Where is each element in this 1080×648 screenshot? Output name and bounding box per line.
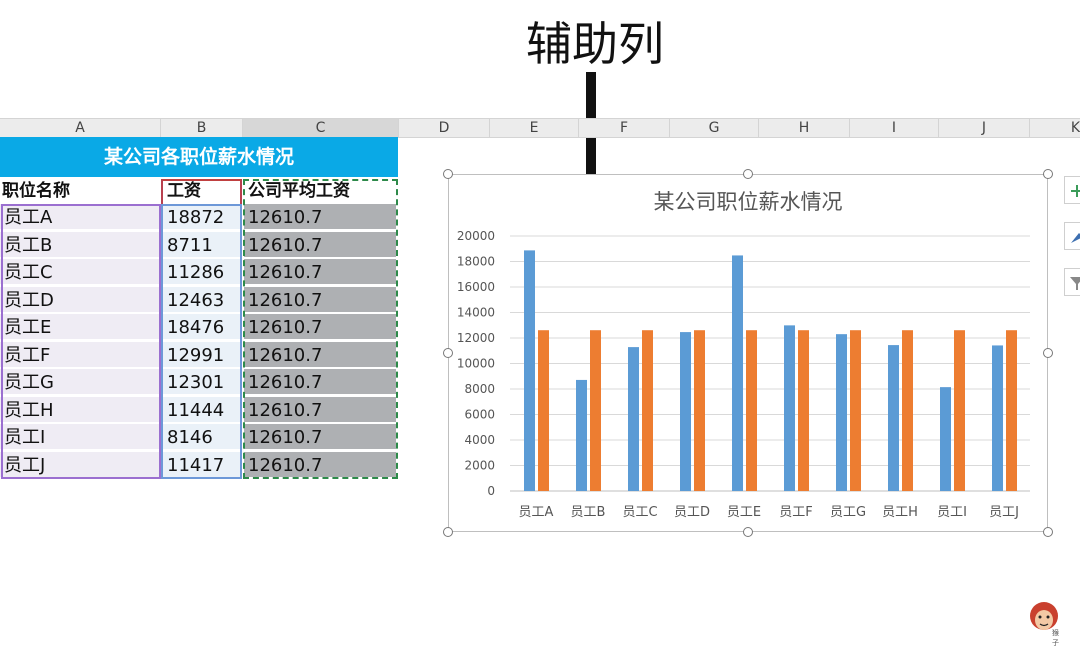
cell-salary[interactable]: 12301 — [163, 369, 241, 395]
resize-handle-top-center[interactable] — [743, 169, 753, 179]
monkey-logo-icon — [1030, 602, 1058, 630]
cell-average[interactable]: 12610.7 — [244, 286, 396, 313]
plus-icon — [1071, 185, 1080, 197]
annotation-label: 辅助列 — [526, 17, 664, 71]
column-header-j[interactable]: J — [939, 119, 1030, 137]
table-row: 员工G 12301 12610.7 — [0, 369, 398, 396]
chart-elements-button[interactable] — [1064, 176, 1080, 204]
cell-salary[interactable]: 11444 — [163, 396, 241, 423]
cell-average[interactable]: 12610.7 — [244, 341, 396, 368]
cell-salary[interactable]: 8711 — [163, 231, 241, 258]
cell-name[interactable]: 员工C — [0, 259, 160, 285]
chart-title[interactable]: 某公司职位薪水情况 — [653, 190, 843, 214]
resize-handle-top-right[interactable] — [1043, 169, 1053, 179]
logo-text: 猴子 — [1052, 629, 1059, 647]
filter-icon — [1070, 277, 1080, 290]
cell-name[interactable]: 员工H — [0, 396, 160, 423]
range-selection-b-data — [161, 204, 242, 479]
column-header-c[interactable]: C — [243, 119, 399, 137]
column-header-b[interactable]: B — [161, 119, 243, 137]
chart-styles-button[interactable] — [1064, 222, 1080, 250]
cell-salary[interactable]: 18476 — [163, 314, 241, 340]
cell-name[interactable]: 员工G — [0, 369, 160, 395]
cell-average[interactable]: 12610.7 — [244, 424, 396, 450]
cell-average[interactable]: 12610.7 — [244, 369, 396, 395]
monkey-logo: 猴子 — [1028, 598, 1064, 647]
table-row: 员工C 11286 12610.7 — [0, 259, 398, 286]
column-header-h[interactable]: H — [759, 119, 850, 137]
column-header-g[interactable]: G — [670, 119, 759, 137]
header-cell-name[interactable]: 职位名称 — [2, 178, 158, 204]
header-cell-average[interactable]: 公司平均工资 — [248, 178, 394, 204]
resize-handle-middle-right[interactable] — [1043, 348, 1053, 358]
column-header-k[interactable]: K — [1070, 120, 1080, 136]
column-header-f[interactable]: F — [579, 119, 670, 137]
cell-average[interactable]: 12610.7 — [244, 204, 396, 230]
cell-average[interactable]: 12610.7 — [244, 451, 396, 478]
resize-handle-bottom-right[interactable] — [1043, 527, 1053, 537]
table-row: 员工I 8146 12610.7 — [0, 424, 398, 451]
resize-handle-top-left[interactable] — [443, 169, 453, 179]
table-row: 员工J 11417 12610.7 — [0, 451, 398, 479]
cell-salary[interactable]: 11286 — [163, 259, 241, 285]
cell-name[interactable]: 员工B — [0, 231, 160, 258]
cell-average[interactable]: 12610.7 — [244, 259, 396, 285]
table-row: 员工E 18476 12610.7 — [0, 314, 398, 341]
cell-name[interactable]: 员工A — [0, 204, 160, 230]
cell-salary[interactable]: 12991 — [163, 341, 241, 368]
column-header-i[interactable]: I — [850, 119, 939, 137]
cell-name[interactable]: 员工I — [0, 424, 160, 450]
header-cell-salary[interactable]: 工资 — [167, 178, 239, 204]
sheet-title-cell[interactable]: 某公司各职位薪水情况 — [0, 137, 398, 177]
cell-average[interactable]: 12610.7 — [244, 231, 396, 258]
range-selection-c — [243, 179, 398, 479]
cell-salary[interactable]: 12463 — [163, 286, 241, 313]
table-row: 员工H 11444 12610.7 — [0, 396, 398, 424]
cell-average[interactable]: 12610.7 — [244, 396, 396, 423]
cell-salary[interactable]: 18872 — [163, 204, 241, 230]
table-row: 员工D 12463 12610.7 — [0, 286, 398, 314]
brush-icon — [1071, 233, 1080, 243]
cell-name[interactable]: 员工E — [0, 314, 160, 340]
table-row: 员工A 18872 12610.7 — [0, 204, 398, 231]
cell-name[interactable]: 员工D — [0, 286, 160, 313]
chart-frame[interactable] — [448, 174, 1048, 532]
table-row: 员工B 8711 12610.7 — [0, 231, 398, 259]
table-row: 员工F 12991 12610.7 — [0, 341, 398, 369]
resize-handle-middle-left[interactable] — [443, 348, 453, 358]
resize-handle-bottom-center[interactable] — [743, 527, 753, 537]
column-header-a[interactable]: A — [0, 119, 161, 137]
cell-name[interactable]: 员工F — [0, 341, 160, 368]
column-header-e[interactable]: E — [490, 119, 579, 137]
range-selection-a — [1, 204, 161, 479]
column-header-d[interactable]: D — [399, 119, 490, 137]
column-header-bar: A B C D E F G H I J K — [0, 118, 1080, 138]
cell-average[interactable]: 12610.7 — [244, 314, 396, 340]
chart-filters-button[interactable] — [1064, 268, 1080, 296]
resize-handle-bottom-left[interactable] — [443, 527, 453, 537]
cell-salary[interactable]: 8146 — [163, 424, 241, 450]
